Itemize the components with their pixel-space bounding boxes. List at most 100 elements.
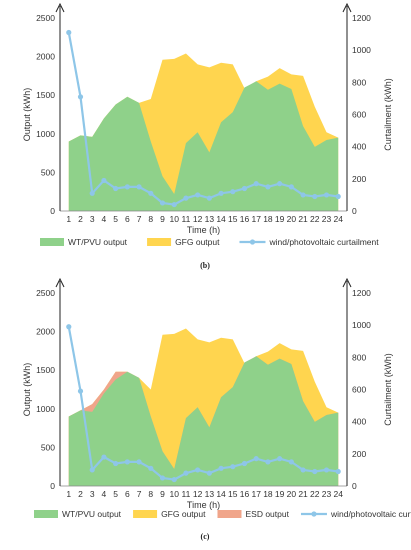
x-tick-label: 7 <box>137 489 142 499</box>
y-axis-left-title: Output (kWh) <box>22 363 32 417</box>
x-tick-label: 10 <box>169 489 179 499</box>
x-tick-label: 1 <box>66 489 71 499</box>
y-axis-right-title: Curtailment (kWh) <box>383 353 393 426</box>
y-right-tick-label: 200 <box>352 449 366 459</box>
curtailment-point <box>230 464 236 470</box>
x-tick-label: 10 <box>169 214 179 224</box>
curtailment-point <box>113 460 119 467</box>
curtailment-point <box>136 459 142 465</box>
curtailment-point <box>288 459 294 465</box>
y-right-tick-label: 400 <box>352 417 366 427</box>
legend-label-wt-pvu-output: WT/PVU output <box>62 509 122 519</box>
curtailment-point <box>171 201 177 208</box>
x-axis-title: Time (h) <box>187 500 220 510</box>
y-left-tick-label: 2000 <box>36 327 55 337</box>
curtailment-point <box>77 388 84 394</box>
curtailment-point <box>288 184 294 190</box>
curtailment-point <box>101 454 107 460</box>
y-left-tick-label: 2000 <box>36 52 55 62</box>
x-tick-label: 19 <box>275 214 285 224</box>
y-right-tick-label: 1000 <box>352 320 371 330</box>
y-axis-left-arrow-icon <box>55 277 65 288</box>
curtailment-point <box>241 460 248 467</box>
curtailment-point <box>171 476 177 483</box>
y-right-tick-label: 0 <box>352 206 357 216</box>
x-tick-label: 9 <box>160 489 165 499</box>
curtailment-point <box>113 185 119 192</box>
y-left-tick-label: 500 <box>41 442 55 452</box>
x-tick-label: 7 <box>137 214 142 224</box>
curtailment-point <box>136 184 142 190</box>
curtailment-point <box>101 177 107 184</box>
x-tick-label: 14 <box>216 489 226 499</box>
x-tick-label: 8 <box>148 214 153 224</box>
area-wt-pvu-output <box>68 356 339 486</box>
x-tick-label: 15 <box>228 214 238 224</box>
x-tick-label: 14 <box>216 214 226 224</box>
y-left-tick-label: 0 <box>50 206 55 216</box>
figure-caption: (c) <box>201 532 210 541</box>
curtailment-point <box>66 324 72 330</box>
y-axis-right-arrow-icon <box>342 2 352 13</box>
legend-label-esd-output: ESD output <box>245 509 289 519</box>
curtailment-point <box>218 465 224 471</box>
y-right-tick-label: 200 <box>352 174 366 184</box>
legend-swatch-gfg-output <box>147 238 172 246</box>
curtailment-point <box>195 192 201 198</box>
curtailment-point <box>300 192 306 198</box>
x-tick-label: 13 <box>205 214 215 224</box>
x-tick-label: 13 <box>205 489 215 499</box>
curtailment-point <box>206 195 212 201</box>
y-left-tick-label: 500 <box>41 167 55 177</box>
curtailment-point <box>89 190 95 196</box>
x-tick-label: 4 <box>102 214 107 224</box>
curtailment-point <box>312 193 318 200</box>
legend-label-wind-photovoltaic-curtailment: wind/photovoltaic curtailment <box>268 237 379 247</box>
x-tick-label: 17 <box>251 214 261 224</box>
x-tick-label: 11 <box>182 214 191 224</box>
curtailment-point <box>335 193 341 200</box>
curtailment-point <box>89 467 95 473</box>
curtailment-point <box>218 190 224 196</box>
curtailment-point <box>323 467 330 473</box>
y-left-tick-label: 1000 <box>36 129 55 139</box>
curtailment-point <box>253 181 259 187</box>
chart-panel-b: 0500100015002000250002004006008001000120… <box>22 2 393 270</box>
x-tick-label: 22 <box>310 489 320 499</box>
y-right-tick-label: 1200 <box>352 288 371 298</box>
y-axis-right-title: Curtailment (kWh) <box>383 78 393 151</box>
x-tick-label: 11 <box>182 489 191 499</box>
curtailment-point <box>124 459 130 465</box>
legend-swatch-wt-pvu-output <box>40 238 64 246</box>
x-tick-label: 2 <box>78 214 83 224</box>
curtailment-point <box>124 184 130 190</box>
curtailment-point <box>277 181 283 187</box>
curtailment-point <box>206 470 212 476</box>
x-tick-label: 6 <box>125 489 130 499</box>
y-right-tick-label: 400 <box>352 142 366 152</box>
legend-label-gfg-output: GFG output <box>161 509 206 519</box>
x-tick-label: 8 <box>148 489 153 499</box>
y-axis-left-title: Output (kWh) <box>22 88 32 142</box>
curtailment-point <box>77 94 84 100</box>
x-axis-title: Time (h) <box>187 225 220 235</box>
curtailment-point <box>159 475 166 481</box>
x-tick-label: 2 <box>78 489 83 499</box>
x-tick-label: 24 <box>333 214 343 224</box>
x-tick-label: 16 <box>240 489 250 499</box>
x-tick-label: 17 <box>251 489 261 499</box>
x-tick-label: 4 <box>102 489 107 499</box>
y-left-tick-label: 0 <box>50 481 55 491</box>
x-tick-label: 18 <box>263 214 273 224</box>
y-axis-right-arrow-icon <box>342 277 352 288</box>
curtailment-point <box>335 468 341 475</box>
legend-swatch-marker <box>311 511 317 517</box>
x-tick-label: 1 <box>66 214 71 224</box>
curtailment-point <box>183 470 189 476</box>
area-wt-pvu-output <box>68 81 339 211</box>
legend-label-gfg-output: GFG output <box>175 237 220 247</box>
legend-swatch-wt-pvu-output <box>34 510 58 518</box>
y-right-tick-label: 800 <box>352 352 366 362</box>
curtailment-point <box>300 467 306 473</box>
